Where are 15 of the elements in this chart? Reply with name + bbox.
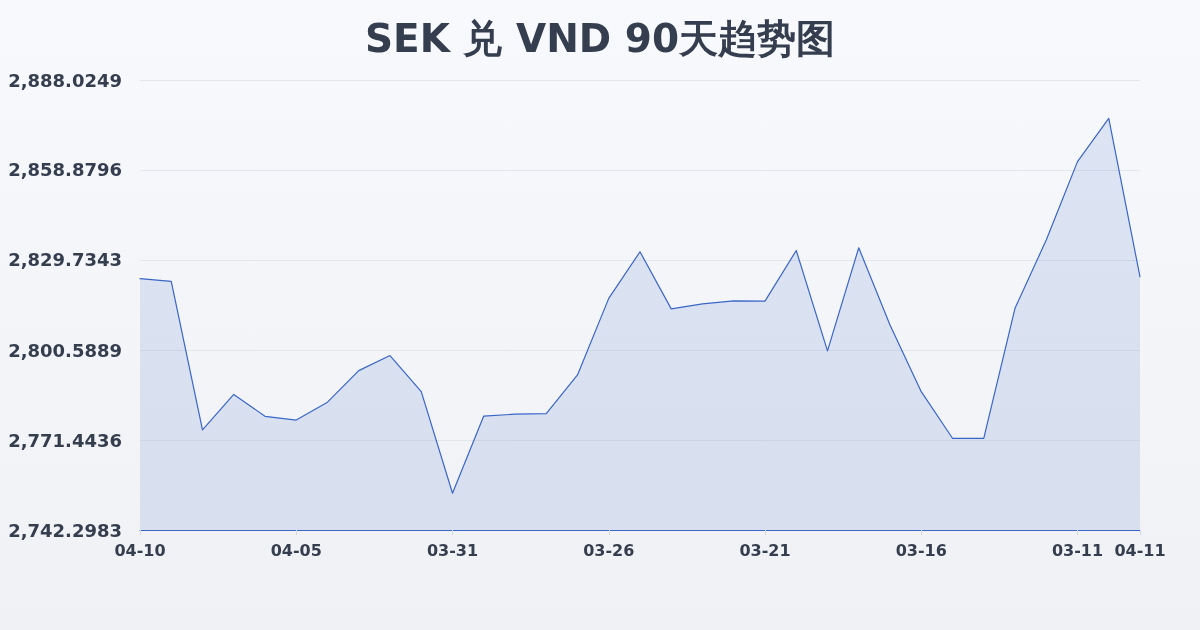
x-tick-label: 03-26 <box>583 540 635 560</box>
x-tick-label: 04-10 <box>114 540 166 560</box>
x-tick-label: 03-31 <box>426 540 479 560</box>
x-tick-label: 03-16 <box>895 540 947 560</box>
y-tick-label: 2,742.2983 <box>8 519 122 541</box>
y-tick-label: 2,800.5889 <box>8 339 122 361</box>
x-tick-label: 03-11 <box>1051 540 1104 560</box>
x-tick-label: 04-11 <box>1114 540 1166 560</box>
y-tick-label: 2,771.4436 <box>8 429 122 451</box>
y-tick-label: 2,858.8796 <box>8 159 122 181</box>
y-tick-label: 2,829.7343 <box>8 249 122 271</box>
y-tick-label: 2,888.0249 <box>8 69 122 91</box>
x-tick-label: 04-05 <box>270 540 322 560</box>
chart-title: SEK 兑 VND 90天趋势图 <box>364 16 836 61</box>
x-tick-label: 03-21 <box>739 540 791 560</box>
